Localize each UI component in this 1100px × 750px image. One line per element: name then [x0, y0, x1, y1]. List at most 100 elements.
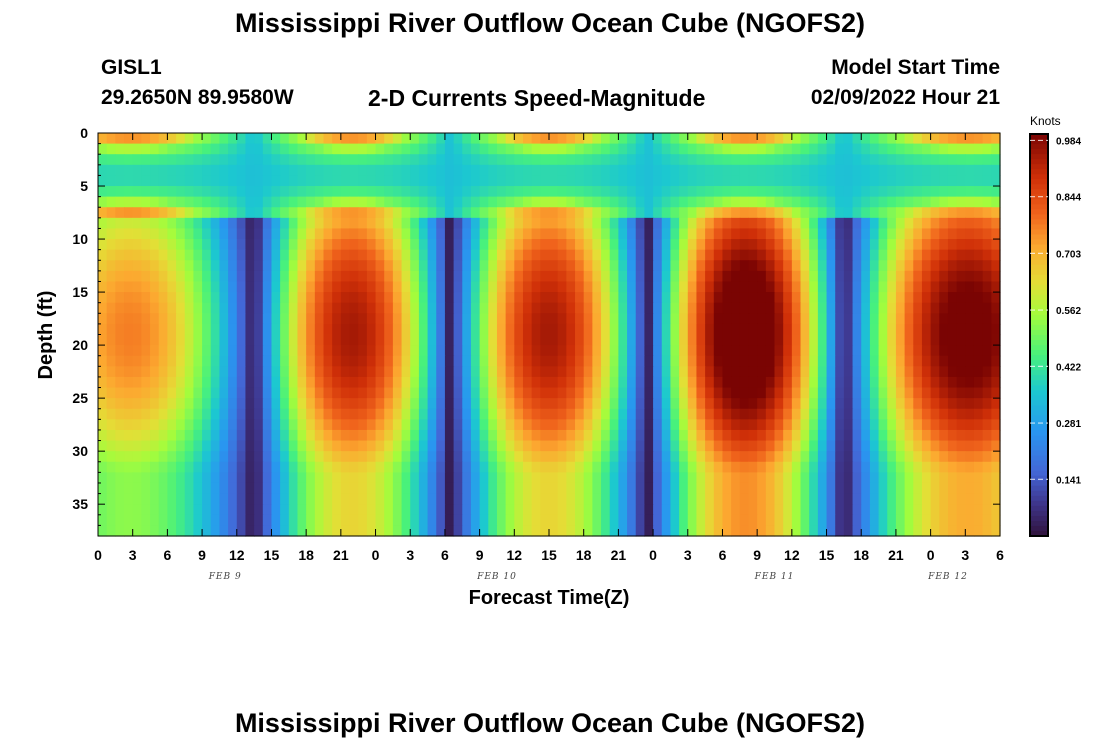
- heatmap-cell: [947, 323, 958, 336]
- heatmap-cell: [366, 228, 377, 240]
- heatmap-cell: [150, 334, 160, 346]
- heatmap-cell: [401, 217, 411, 230]
- heatmap-cell: [843, 440, 854, 452]
- heatmap-cell: [670, 482, 680, 495]
- heatmap-cell: [202, 260, 212, 272]
- heatmap-cell: [444, 398, 455, 410]
- heatmap-cell: [254, 239, 264, 251]
- heatmap-cell: [453, 281, 463, 293]
- colorbar-swatch: [1030, 355, 1048, 361]
- heatmap-cell: [835, 313, 845, 325]
- heatmap-cell: [739, 398, 750, 410]
- heatmap-cell: [904, 387, 914, 399]
- heatmap-cell: [627, 376, 637, 389]
- heatmap-cell: [947, 376, 958, 389]
- heatmap-cell: [774, 345, 784, 357]
- heatmap-cell: [722, 345, 732, 357]
- heatmap-cell: [488, 345, 498, 357]
- heatmap-cell: [236, 504, 247, 516]
- heatmap-cell: [236, 345, 247, 357]
- heatmap-cell: [176, 175, 186, 187]
- heatmap-cell: [861, 493, 871, 505]
- heatmap-cell: [228, 313, 238, 325]
- heatmap-cell: [496, 249, 507, 261]
- heatmap-cell: [470, 429, 481, 442]
- heatmap-cell: [392, 419, 403, 431]
- heatmap-cell: [783, 154, 793, 166]
- heatmap-cell: [982, 355, 992, 367]
- heatmap-cell: [106, 366, 116, 378]
- heatmap-cell: [826, 408, 836, 420]
- heatmap-cell: [783, 133, 793, 145]
- heatmap-cell: [939, 504, 949, 516]
- heatmap-cell: [557, 429, 567, 442]
- heatmap-cell: [757, 429, 767, 442]
- heatmap-cell: [401, 143, 411, 155]
- heatmap-cell: [236, 429, 247, 442]
- heatmap-cell: [826, 239, 836, 251]
- heatmap-cell: [705, 440, 715, 452]
- heatmap-cell: [392, 164, 403, 177]
- heatmap-cell: [835, 196, 845, 208]
- heatmap-cell: [861, 355, 871, 367]
- heatmap-cell: [765, 228, 776, 240]
- heatmap-cell: [418, 143, 429, 155]
- x-tick-label: 3: [406, 547, 414, 563]
- heatmap-cell: [496, 217, 507, 230]
- heatmap-cell: [184, 143, 194, 155]
- heatmap-cell: [765, 334, 776, 346]
- heatmap-cell: [358, 493, 368, 505]
- heatmap-cell: [843, 355, 854, 367]
- heatmap-cell: [410, 196, 420, 208]
- heatmap-cell: [713, 451, 724, 463]
- heatmap-cell: [687, 270, 698, 283]
- heatmap-cell: [176, 376, 186, 389]
- heatmap-cell: [288, 472, 299, 484]
- heatmap-cell: [713, 154, 724, 166]
- heatmap-cell: [202, 387, 212, 399]
- heatmap-cell: [176, 440, 186, 452]
- heatmap-cell: [982, 260, 992, 272]
- heatmap-cell: [696, 419, 706, 431]
- heatmap-cell: [921, 292, 932, 304]
- heatmap-cell: [245, 482, 255, 495]
- heatmap-cell: [427, 292, 437, 304]
- heatmap-cell: [384, 429, 394, 442]
- heatmap-cell: [887, 504, 897, 516]
- heatmap-cell: [653, 366, 663, 378]
- heatmap-cell: [470, 334, 481, 346]
- heatmap-cell: [332, 387, 342, 399]
- heatmap-cell: [453, 440, 463, 452]
- heatmap-cell: [835, 472, 845, 484]
- heatmap-cell: [973, 164, 984, 177]
- heatmap-cell: [349, 345, 359, 357]
- heatmap-cell: [722, 302, 732, 314]
- heatmap-cell: [852, 313, 862, 325]
- heatmap-cell: [236, 419, 247, 431]
- heatmap-cell: [514, 313, 524, 325]
- heatmap-cell: [401, 313, 411, 325]
- heatmap-cell: [705, 323, 715, 336]
- heatmap-cell: [106, 239, 116, 251]
- heatmap-cell: [800, 302, 810, 314]
- heatmap-cell: [627, 482, 637, 495]
- heatmap-cell: [887, 387, 897, 399]
- heatmap-cell: [592, 302, 602, 314]
- heatmap-cell: [410, 440, 420, 452]
- heatmap-cell: [817, 239, 828, 251]
- heatmap-cell: [583, 419, 593, 431]
- heatmap-cell: [566, 408, 576, 420]
- heatmap-cell: [132, 249, 142, 261]
- colorbar-swatch: [1030, 425, 1048, 432]
- colorbar-swatch: [1030, 465, 1048, 472]
- heatmap-cell: [505, 270, 515, 283]
- heatmap-cell: [271, 313, 281, 325]
- heatmap-cell: [817, 164, 828, 177]
- heatmap-cell: [306, 461, 316, 473]
- heatmap-cell: [713, 133, 724, 145]
- heatmap-cell: [514, 207, 524, 219]
- heatmap-cell: [470, 345, 481, 357]
- heatmap-cell: [340, 451, 351, 463]
- heatmap-cell: [618, 207, 628, 219]
- heatmap-cell: [531, 270, 541, 283]
